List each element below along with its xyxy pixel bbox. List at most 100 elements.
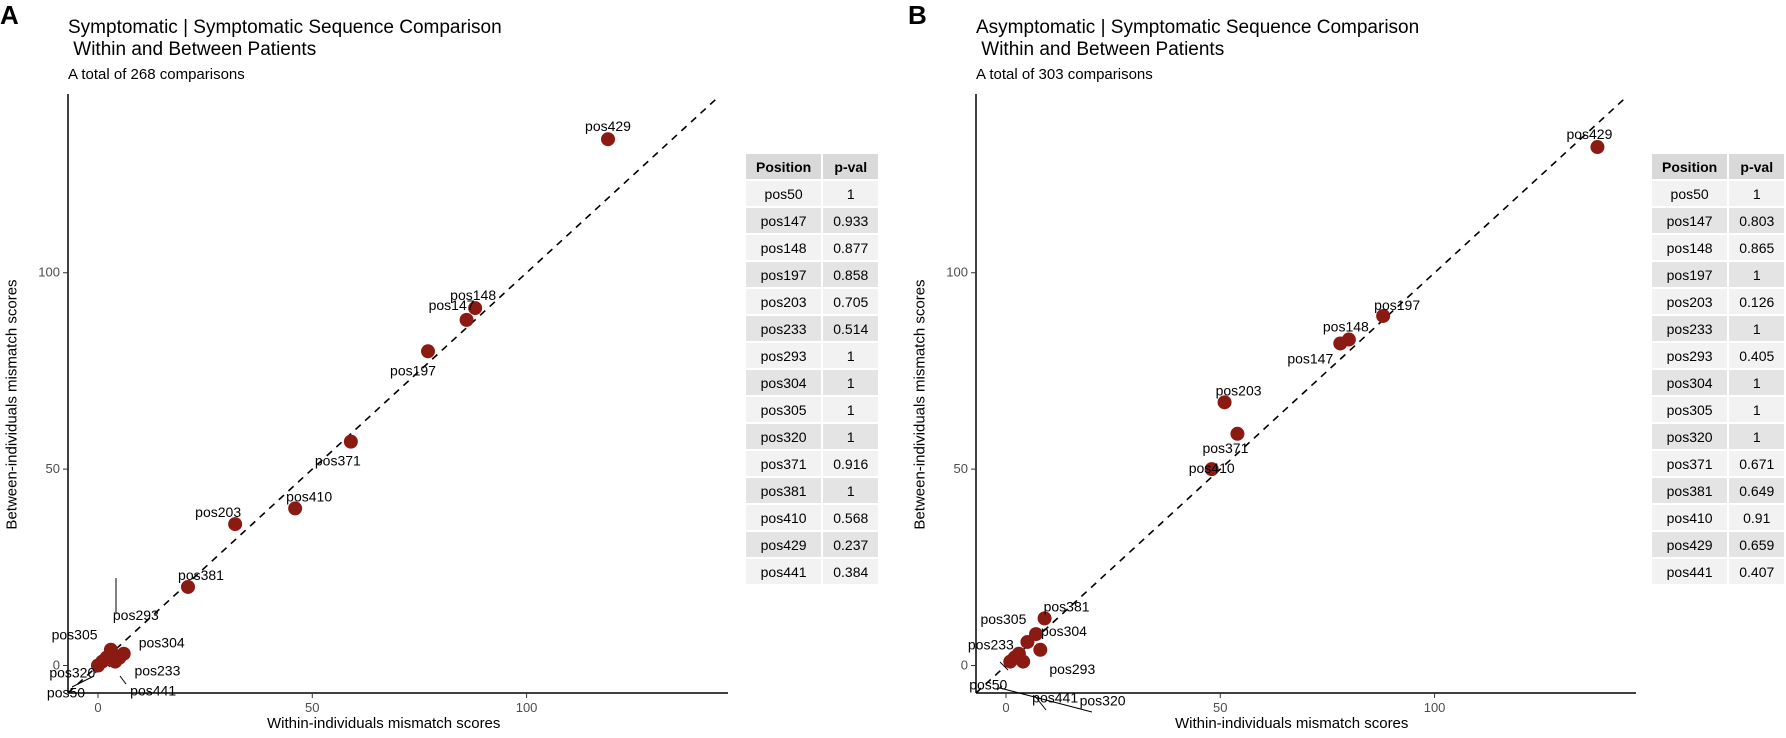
table-row: pos305 1 xyxy=(746,397,879,422)
cell-pval: 0.91 xyxy=(1729,505,1785,530)
scatter-plot: 0 50 100 0 50 100 pos429 pos197 pos148 pos147 pos2… xyxy=(946,94,1636,715)
table-row: pos147 0.803 xyxy=(1652,208,1785,233)
point-label: pos293 xyxy=(1049,661,1095,677)
cell-pval: 1 xyxy=(1729,370,1785,395)
point-label: pos304 xyxy=(139,635,185,651)
table-row: pos50 1 xyxy=(746,181,879,206)
cell-position: pos441 xyxy=(746,559,822,584)
leader-line xyxy=(1034,695,1047,711)
table-row: pos203 0.126 xyxy=(1652,289,1785,314)
cell-pval: 0.671 xyxy=(1729,451,1785,476)
leader-line xyxy=(999,687,1093,713)
point-label: pos441 xyxy=(130,683,176,699)
table-row: pos203 0.705 xyxy=(746,289,879,314)
point-label: pos197 xyxy=(1374,297,1420,313)
cell-position: pos293 xyxy=(746,343,822,368)
data-point xyxy=(1033,642,1048,657)
cell-pval: 0.858 xyxy=(823,262,879,287)
leader-line xyxy=(71,675,95,688)
point-label: pos50 xyxy=(969,677,1007,693)
column-header-pval: p-val xyxy=(1729,154,1785,179)
cell-pval: 1 xyxy=(1729,316,1785,341)
point-label: pos305 xyxy=(980,611,1026,627)
data-point xyxy=(343,434,358,449)
cell-pval: 0.407 xyxy=(1729,559,1785,584)
panel-letter: B xyxy=(908,0,927,30)
table-row: pos304 1 xyxy=(746,370,879,395)
cell-pval: 1 xyxy=(823,181,879,206)
cell-pval: 0.659 xyxy=(1729,532,1785,557)
data-point xyxy=(459,312,474,327)
point-label: pos410 xyxy=(1189,460,1235,476)
cell-position: pos381 xyxy=(746,478,822,503)
data-point xyxy=(1230,426,1245,441)
point-label: pos410 xyxy=(286,488,332,504)
x-tick-label: 50 xyxy=(1213,700,1227,715)
cell-pval: 1 xyxy=(823,343,879,368)
cell-pval: 0.514 xyxy=(823,316,879,341)
x-tick-label: 100 xyxy=(1424,700,1446,715)
cell-position: pos305 xyxy=(1652,397,1728,422)
table-row: pos304 1 xyxy=(1652,370,1785,395)
cell-position: pos203 xyxy=(746,289,822,314)
point-label: pos320 xyxy=(49,665,95,681)
point-label: pos371 xyxy=(1202,440,1248,456)
column-header-position: Position xyxy=(746,154,822,179)
table-row: pos381 0.649 xyxy=(1652,478,1785,503)
cell-position: pos320 xyxy=(1652,424,1728,449)
point-label: pos304 xyxy=(1041,623,1087,639)
cell-pval: 0.705 xyxy=(823,289,879,314)
point-label: pos381 xyxy=(1044,598,1090,614)
table-row: pos410 0.91 xyxy=(1652,505,1785,530)
data-point xyxy=(228,517,243,532)
y-tick-label: 0 xyxy=(53,658,60,673)
column-header-pval: p-val xyxy=(823,154,879,179)
panel-letter: A xyxy=(0,0,19,30)
x-tick-label: 50 xyxy=(305,700,319,715)
table-row: pos441 0.384 xyxy=(746,559,879,584)
cell-pval: 0.649 xyxy=(1729,478,1785,503)
cell-pval: 0.384 xyxy=(823,559,879,584)
point-label: pos197 xyxy=(390,362,436,378)
data-point xyxy=(1204,462,1219,477)
cell-position: pos148 xyxy=(746,235,822,260)
table-row: pos233 0.514 xyxy=(746,316,879,341)
data-point xyxy=(1037,611,1052,626)
pval-table: Position p-val pos50 1 pos147 0.803 pos148 0.… xyxy=(1650,152,1786,586)
cell-pval: 1 xyxy=(1729,424,1785,449)
cell-position: pos371 xyxy=(1652,451,1728,476)
cell-position: pos429 xyxy=(1652,532,1728,557)
y-tick-label: 50 xyxy=(954,461,968,476)
point-label: pos50 xyxy=(47,685,85,701)
cell-position: pos441 xyxy=(1652,559,1728,584)
point-label: pos429 xyxy=(1566,126,1612,142)
cell-pval: 0.865 xyxy=(1729,235,1785,260)
cell-pval: 0.803 xyxy=(1729,208,1785,233)
panel-b: B Asymptomatic | Symptomatic Sequence Co… xyxy=(908,0,1786,738)
data-point xyxy=(1590,140,1605,155)
data-point xyxy=(421,344,435,359)
cell-position: pos50 xyxy=(746,181,822,206)
cell-pval: 1 xyxy=(1729,397,1785,422)
cell-position: pos203 xyxy=(1652,289,1728,314)
cell-pval: 1 xyxy=(823,370,879,395)
reference-line xyxy=(975,95,1628,694)
point-label: pos148 xyxy=(450,287,496,303)
panel-a: A Symptomatic | Symptomatic Sequence Com… xyxy=(0,0,880,732)
cell-position: pos381 xyxy=(1652,478,1728,503)
x-axis-label: Within-individuals mismatch scores xyxy=(1175,715,1409,732)
cell-position: pos197 xyxy=(1652,262,1728,287)
leader-line xyxy=(996,685,1003,691)
table-row: pos197 0.858 xyxy=(746,262,879,287)
pval-table: Position p-val pos50 1 pos147 0.933 pos148 0.… xyxy=(744,152,880,586)
chart-subtitle: A total of 303 comparisons xyxy=(976,66,1153,83)
table-row: pos429 0.659 xyxy=(1652,532,1785,557)
cell-pval: 0.877 xyxy=(823,235,879,260)
data-point xyxy=(1020,634,1035,649)
chart-title: Asymptomatic | Symptomatic Sequence Comp… xyxy=(976,17,1420,60)
data-point xyxy=(1003,654,1018,669)
table-row: pos147 0.933 xyxy=(746,208,879,233)
point-label: pos233 xyxy=(134,663,180,679)
table-row: pos410 0.568 xyxy=(746,505,879,530)
table-row: pos429 0.237 xyxy=(746,532,879,557)
